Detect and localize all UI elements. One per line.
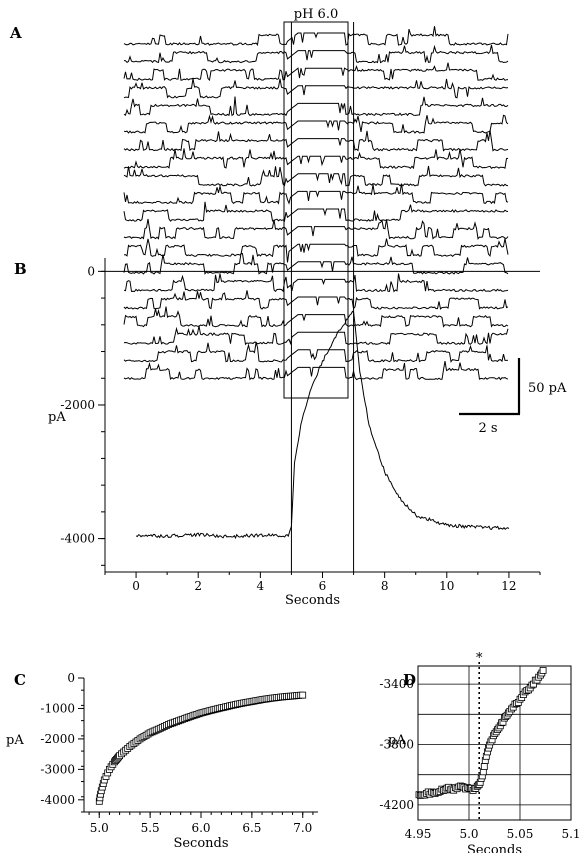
- panel-a: [123, 21, 509, 399]
- c-x-tick-label: 6.0: [191, 821, 210, 835]
- sweep-trace-5: [123, 96, 509, 117]
- scale-bar-y-label: 50 pA: [528, 381, 567, 396]
- c-y-axis-label: pA: [6, 733, 24, 748]
- d-y-tick-label: -3800: [379, 738, 414, 752]
- d-y-axis-label: pA: [388, 733, 406, 748]
- b-y-axis-label: pA: [48, 410, 66, 425]
- d-x-tick-label: 4.95: [405, 827, 432, 841]
- sweep-trace-2: [123, 44, 509, 64]
- c-y-tick-label: -4000: [40, 793, 75, 807]
- sweep-trace-11: [123, 201, 509, 222]
- b-x-tick-label: 10: [439, 579, 454, 593]
- panel-c: 5.0 5.5 6.0 6.5 7.0 0 -1000 -2000 -3000 -4000 Seco…: [6, 671, 318, 851]
- stimulus-label: pH 6.0: [294, 7, 338, 22]
- sweep-trace-10: [123, 183, 509, 205]
- panel-d: 4.95 5.0 5.05 5.1 -3400 -3800 -4200 Seconds pA *: [379, 651, 579, 853]
- panel-label-d: D: [403, 671, 416, 689]
- c-data-point: [299, 691, 307, 699]
- sweep-trace-4: [123, 78, 509, 99]
- panel-label-b: B: [14, 260, 27, 278]
- c-x-tick-label: 6.5: [242, 821, 261, 835]
- c-y-tick-label: -2000: [40, 732, 75, 746]
- b-x-tick-label: 12: [501, 579, 516, 593]
- c-y-tick-label: 0: [67, 671, 75, 685]
- scale-bar: 50 pA 2 s: [459, 358, 567, 436]
- c-x-tick-label: 5.0: [90, 821, 109, 835]
- panel-label-a: A: [9, 24, 22, 42]
- sweep-trace-12: [123, 218, 509, 240]
- stimulus-box: [283, 21, 349, 399]
- panel-b: 0 2 4 6 8 10 12 0 -2000 -4000 Seconds pA: [48, 258, 541, 608]
- sweep-trace-18: [123, 325, 509, 346]
- sweep-trace-20: [123, 361, 509, 381]
- b-x-tick-label: 8: [381, 579, 389, 593]
- d-plot-frame: [417, 665, 572, 821]
- b-x-tick-label: 4: [257, 579, 265, 593]
- d-y-tick-label: -3400: [379, 677, 414, 691]
- b-x-axis-label: Seconds: [285, 593, 340, 608]
- sweep-trace-17: [123, 306, 509, 328]
- sweep-trace-13: [124, 238, 509, 263]
- d-data-point: [539, 667, 547, 674]
- b-current-trace: [135, 310, 510, 540]
- d-marker-asterisk: *: [476, 651, 483, 666]
- b-x-tick-label: 6: [319, 579, 327, 593]
- sweep-trace-8: [123, 148, 509, 170]
- scale-bar-x-label: 2 s: [478, 421, 497, 436]
- sweep-trace-7: [123, 129, 509, 152]
- sweep-trace-14: [123, 252, 509, 275]
- stimulus-window: [290, 22, 355, 572]
- d-x-tick-label: 5.0: [459, 827, 478, 841]
- c-y-tick-label: -3000: [40, 762, 75, 776]
- sweep-trace-15: [123, 273, 509, 293]
- d-data-point: [480, 763, 488, 770]
- c-x-tick-label: 7.0: [293, 821, 312, 835]
- panel-label-c: C: [14, 671, 26, 689]
- d-x-tick-label: 5.05: [507, 827, 534, 841]
- c-x-axis-label: Seconds: [173, 836, 228, 851]
- d-x-tick-label: 5.1: [561, 827, 579, 841]
- sweep-trace-1: [123, 26, 509, 47]
- sweep-trace-9: [123, 165, 509, 187]
- sweep-trace-3: [123, 62, 509, 82]
- sweep-trace-19: [123, 341, 509, 363]
- sweep-trace-6: [123, 114, 509, 134]
- b-x-tick-label: 0: [132, 579, 140, 593]
- b-y-tick-label: 0: [87, 264, 95, 278]
- sweep-trace-16: [123, 290, 509, 310]
- d-y-tick-label: -4200: [379, 798, 414, 812]
- c-y-tick-label: -1000: [40, 701, 75, 715]
- c-x-tick-label: 5.5: [141, 821, 160, 835]
- b-x-tick-label: 2: [194, 579, 202, 593]
- b-y-tick-label: -2000: [60, 398, 95, 412]
- d-x-axis-label: Seconds: [467, 843, 522, 853]
- b-y-tick-label: -4000: [60, 532, 95, 546]
